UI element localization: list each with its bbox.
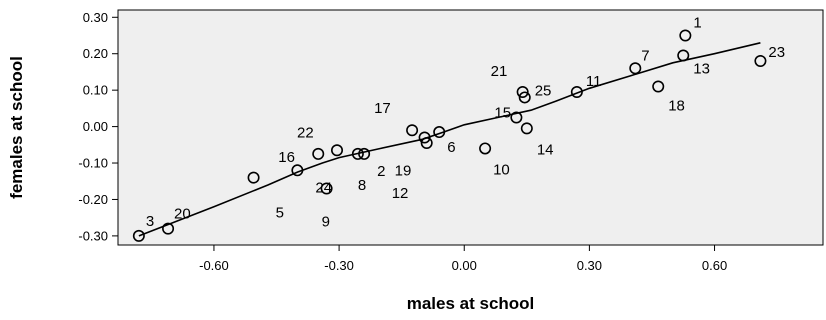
data-point (358, 147, 371, 160)
x-tick-label: -0.30 (324, 258, 354, 273)
point-label: 22 (297, 124, 314, 141)
point-label: 20 (174, 206, 191, 223)
data-point (629, 62, 642, 75)
data-point (132, 229, 145, 242)
data-point (677, 49, 690, 62)
data-points (132, 29, 767, 242)
point-label: 13 (693, 61, 710, 78)
point-label: 11 (586, 73, 602, 90)
data-point (420, 136, 433, 149)
x-axis-title: males at school (407, 294, 535, 313)
data-point (291, 164, 304, 177)
plot-area (117, 9, 824, 246)
x-tick-label: 0.60 (702, 258, 727, 273)
point-label: 17 (374, 100, 391, 117)
data-point (433, 126, 446, 139)
x-tick-label: 0.30 (577, 258, 602, 273)
data-point (652, 80, 665, 93)
data-point (351, 147, 364, 160)
point-label: 21 (491, 63, 508, 80)
point-label: 18 (668, 98, 685, 115)
data-point (418, 131, 431, 144)
y-tick-label: -0.10 (78, 156, 108, 171)
y-tick-label: 0.10 (83, 83, 108, 98)
point-label: 23 (768, 44, 785, 61)
point-label: 8 (358, 177, 366, 194)
point-label: 14 (537, 141, 554, 158)
data-point (331, 144, 344, 157)
data-point (247, 171, 260, 184)
y-axis-title: females at school (7, 56, 26, 199)
x-axis: -0.60 -0.30 0.00 0.30 0.60 (199, 245, 727, 273)
y-tick-label: -0.30 (78, 228, 108, 243)
point-label: 15 (494, 104, 511, 121)
y-tick-label: 0.20 (83, 46, 108, 61)
point-label: 6 (447, 139, 455, 156)
data-point (406, 124, 419, 137)
x-tick-label: -0.60 (199, 258, 229, 273)
data-point (516, 85, 529, 98)
point-label: 12 (392, 185, 409, 202)
point-label: 7 (641, 47, 649, 64)
point-label: 5 (276, 205, 284, 222)
point-label: 10 (493, 161, 510, 178)
x-tick-label: 0.00 (452, 258, 477, 273)
data-point (754, 55, 767, 68)
data-point (479, 142, 492, 155)
data-point (320, 182, 333, 195)
data-point (520, 122, 533, 135)
point-label: 16 (278, 149, 295, 166)
y-tick-label: 0.00 (83, 119, 108, 134)
data-point (679, 29, 692, 42)
point-label: 19 (395, 163, 412, 180)
point-label: 24 (315, 179, 332, 196)
y-tick-label: 0.30 (83, 10, 108, 25)
data-point (570, 85, 583, 98)
y-tick-label: -0.20 (78, 192, 108, 207)
point-label: 25 (535, 82, 552, 99)
data-point (510, 111, 523, 124)
data-point (312, 147, 325, 160)
y-axis: 0.30 0.20 0.10 0.00 -0.10 -0.20 -0.30 (78, 10, 118, 243)
point-label: 9 (322, 214, 330, 231)
point-label: 2 (377, 163, 385, 180)
data-point (162, 222, 175, 235)
data-point (518, 91, 531, 104)
point-label: 1 (693, 15, 701, 32)
point-label: 3 (146, 213, 154, 230)
